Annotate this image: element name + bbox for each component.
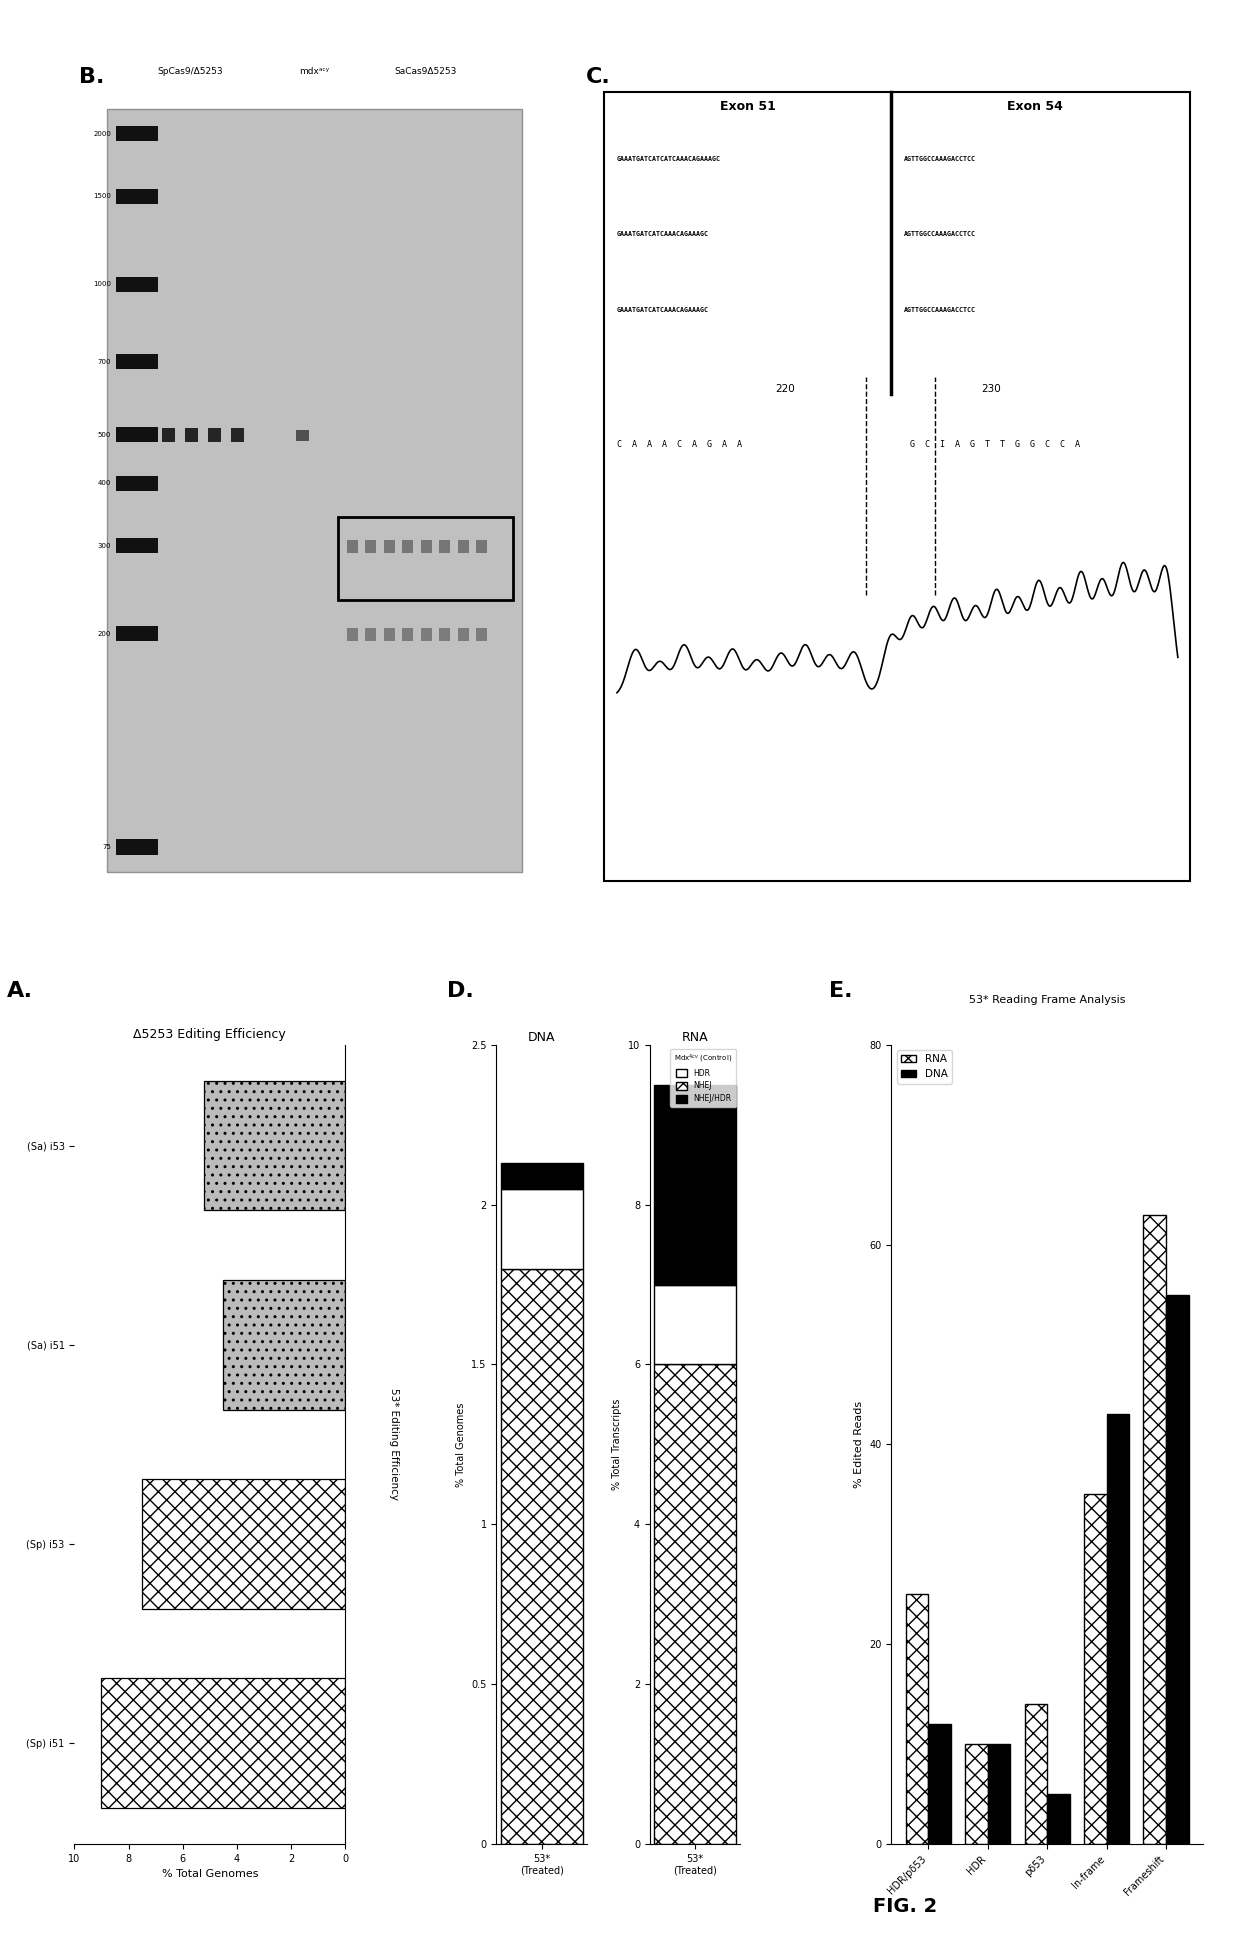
Bar	[383, 540, 394, 553]
Text: B.: B.	[79, 66, 104, 87]
Title: DNA: DNA	[528, 1031, 556, 1044]
Bar	[347, 540, 358, 553]
Bar	[347, 629, 358, 641]
X-axis label: % Total Genomes: % Total Genomes	[161, 1869, 258, 1879]
Bar	[1047, 1793, 1070, 1844]
Bar	[653, 1285, 737, 1365]
Bar	[1024, 1704, 1047, 1844]
Text: C  A  A  A  C  A  G  A  A: C A A A C A G A A	[618, 441, 742, 448]
Text: 200: 200	[98, 631, 112, 637]
Bar	[965, 1745, 988, 1844]
Text: A.: A.	[6, 980, 32, 1002]
Bar	[117, 188, 157, 204]
Bar	[143, 1479, 345, 1609]
Bar	[208, 429, 221, 443]
Bar	[402, 629, 413, 641]
Bar	[185, 429, 198, 443]
Bar	[1143, 1215, 1166, 1844]
Title: RNA: RNA	[682, 1031, 708, 1044]
Legend: HDR, NHEJ, NHEJ/HDR: HDR, NHEJ, NHEJ/HDR	[671, 1048, 737, 1106]
Text: mdxᵃᶜʸ: mdxᵃᶜʸ	[299, 66, 330, 76]
Bar	[117, 538, 157, 553]
Text: AGTTGGCCAAAGACCTCC: AGTTGGCCAAAGACCTCC	[904, 231, 976, 237]
Text: 75: 75	[103, 844, 112, 850]
Bar	[420, 540, 432, 553]
Text: Exon 54: Exon 54	[1007, 99, 1063, 113]
Bar	[337, 516, 513, 600]
Bar	[653, 1365, 737, 1844]
Text: 300: 300	[98, 543, 112, 549]
Bar	[929, 1724, 951, 1844]
Y-axis label: % Edited Reads: % Edited Reads	[854, 1401, 864, 1489]
Text: SpCas9/Δ5253: SpCas9/Δ5253	[157, 66, 223, 76]
Bar	[366, 629, 377, 641]
Text: E.: E.	[830, 980, 853, 1002]
Bar	[988, 1745, 1011, 1844]
Text: FIG. 2: FIG. 2	[873, 1896, 937, 1916]
Text: D.: D.	[446, 980, 474, 1002]
Bar	[1166, 1295, 1189, 1844]
Bar	[117, 839, 157, 854]
Y-axis label: % Total Transcripts: % Total Transcripts	[613, 1399, 622, 1491]
Bar	[501, 1163, 583, 1188]
Bar	[117, 476, 157, 491]
Bar	[420, 629, 432, 641]
Bar	[402, 540, 413, 553]
Bar	[383, 629, 394, 641]
Bar	[117, 278, 157, 291]
Legend: RNA, DNA: RNA, DNA	[897, 1050, 952, 1083]
Bar	[117, 355, 157, 369]
Title: Δ5253 Editing Efficiency: Δ5253 Editing Efficiency	[134, 1029, 286, 1040]
Text: 700: 700	[98, 359, 112, 365]
Text: 1000: 1000	[93, 281, 112, 287]
Text: 2000: 2000	[93, 130, 112, 136]
Text: 400: 400	[98, 479, 112, 487]
Bar	[117, 126, 157, 142]
Bar	[501, 1188, 583, 1269]
Bar	[1106, 1415, 1130, 1844]
Bar	[439, 629, 450, 641]
Bar	[458, 629, 469, 641]
Text: GAAATGATCATCAAACAGAAAGC: GAAATGATCATCAAACAGAAAGC	[618, 307, 709, 313]
Bar	[439, 540, 450, 553]
Text: 53* Editing Efficiency: 53* Editing Efficiency	[389, 1388, 399, 1500]
Y-axis label: % Total Genomes: % Total Genomes	[456, 1401, 466, 1487]
Bar	[117, 427, 157, 443]
Bar	[476, 629, 487, 641]
Text: G  C  I  A  G  T  T  G  G  C  C  A: G C I A G T T G G C C A	[910, 441, 1080, 448]
Bar	[501, 1269, 583, 1844]
Text: GAAATGATCATCATCAAACAGAAAGC: GAAATGATCATCATCAAACAGAAAGC	[618, 155, 720, 161]
Bar	[117, 627, 157, 641]
Text: SaCas9Δ5253: SaCas9Δ5253	[394, 66, 456, 76]
Bar	[1084, 1495, 1106, 1844]
Bar	[458, 540, 469, 553]
Bar	[653, 1085, 737, 1285]
Text: 220: 220	[775, 384, 795, 394]
Text: AGTTGGCCAAAGACCTCC: AGTTGGCCAAAGACCTCC	[904, 155, 976, 161]
Text: GAAATGATCATCAAACAGAAAGC: GAAATGATCATCAAACAGAAAGC	[618, 231, 709, 237]
Text: AGTTGGCCAAAGACCTCC: AGTTGGCCAAAGACCTCC	[904, 307, 976, 313]
Text: 230: 230	[981, 384, 1001, 394]
Bar	[366, 540, 377, 553]
Text: Exon 51: Exon 51	[720, 99, 776, 113]
Bar	[232, 429, 244, 443]
Bar	[476, 540, 487, 553]
Text: 500: 500	[98, 433, 112, 439]
Bar	[223, 1281, 345, 1409]
Bar	[162, 429, 175, 443]
Bar	[205, 1081, 345, 1211]
Bar	[102, 1679, 345, 1807]
Bar	[905, 1594, 929, 1844]
Text: 1500: 1500	[93, 194, 112, 200]
Bar	[296, 429, 309, 441]
Text: 53* Reading Frame Analysis: 53* Reading Frame Analysis	[968, 996, 1126, 1005]
Text: C.: C.	[585, 66, 610, 87]
